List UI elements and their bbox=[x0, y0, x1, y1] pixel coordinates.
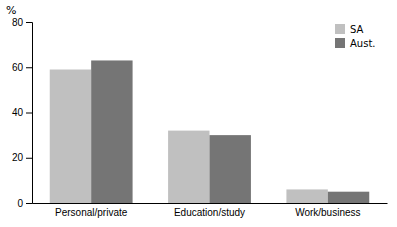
y-tick-mark bbox=[26, 67, 32, 68]
legend-label: SA bbox=[350, 24, 364, 35]
bars bbox=[50, 60, 370, 203]
y-tick: 60 bbox=[12, 62, 32, 73]
y-tick-mark bbox=[26, 158, 32, 159]
y-axis-line bbox=[26, 23, 33, 204]
legend: SA Aust. bbox=[335, 24, 376, 49]
bar bbox=[168, 131, 209, 203]
x-tick-label: Education/study bbox=[174, 207, 245, 218]
y-axis: 0 20 40 60 80 bbox=[12, 17, 33, 209]
bar bbox=[50, 70, 91, 203]
y-tick: 40 bbox=[12, 107, 32, 118]
y-tick: 0 bbox=[17, 198, 32, 209]
x-tick: Personal/private bbox=[55, 207, 128, 218]
y-tick-mark bbox=[26, 113, 32, 114]
y-tick-mark bbox=[26, 203, 32, 204]
legend-item: Aust. bbox=[335, 38, 376, 49]
x-tick-label: Work/business bbox=[295, 207, 360, 218]
y-tick-label: 40 bbox=[12, 107, 24, 118]
chart: 0 20 40 60 80 Personal/private Education/study… bbox=[0, 0, 397, 227]
x-tick: Work/business bbox=[295, 207, 360, 218]
y-axis-label: % bbox=[6, 4, 16, 17]
bar bbox=[210, 135, 251, 203]
plot: 0 20 40 60 80 Personal/private Education/study… bbox=[12, 17, 388, 218]
y-tick: 80 bbox=[12, 17, 32, 28]
bar bbox=[91, 60, 132, 203]
legend-label: Aust. bbox=[350, 38, 376, 49]
legend-swatch bbox=[335, 38, 345, 48]
bar bbox=[286, 189, 327, 203]
x-axis-line bbox=[33, 203, 388, 204]
x-tick: Education/study bbox=[174, 207, 245, 218]
x-axis: Personal/private Education/study Work/busi… bbox=[33, 204, 388, 219]
legend-item: SA bbox=[335, 24, 364, 35]
y-tick-label: 60 bbox=[12, 62, 24, 73]
y-tick: 20 bbox=[12, 152, 32, 163]
bar bbox=[328, 192, 369, 203]
y-tick-label: 80 bbox=[12, 17, 24, 28]
y-tick-label: 0 bbox=[17, 198, 23, 209]
y-tick-label: 20 bbox=[12, 152, 24, 163]
legend-swatch bbox=[335, 24, 345, 34]
x-tick-label: Personal/private bbox=[55, 207, 128, 218]
y-tick-mark bbox=[26, 22, 32, 23]
